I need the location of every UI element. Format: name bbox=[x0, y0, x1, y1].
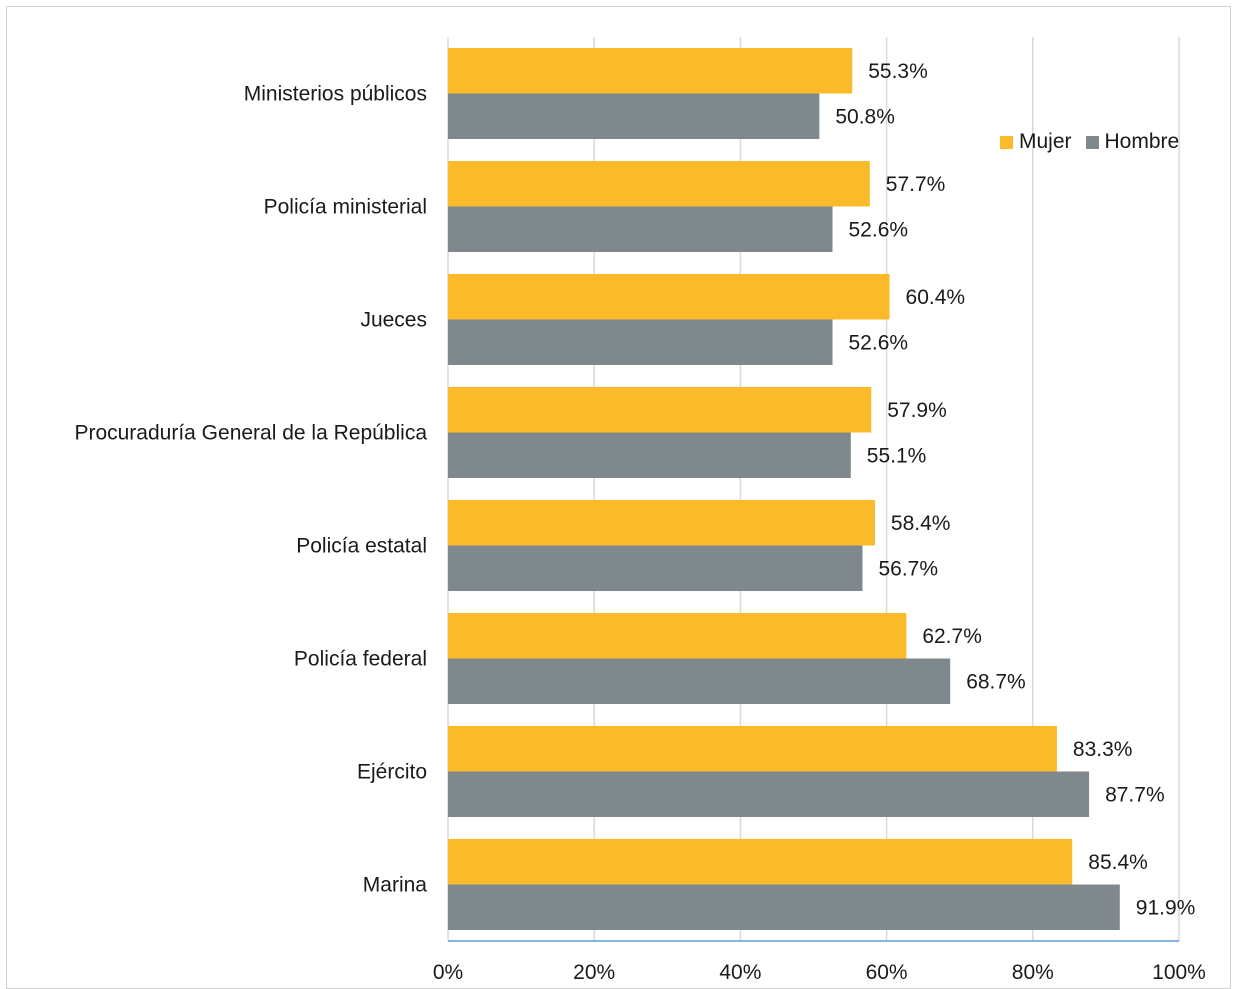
bar-hombre bbox=[448, 658, 951, 704]
data-label: 91.9% bbox=[1136, 896, 1196, 919]
data-label: 60.4% bbox=[906, 286, 966, 309]
x-tick-label: 60% bbox=[866, 961, 908, 984]
x-tick-label: 20% bbox=[573, 961, 615, 984]
data-label: 83.3% bbox=[1073, 738, 1133, 761]
bar-mujer bbox=[448, 613, 907, 659]
data-label: 52.6% bbox=[849, 218, 909, 241]
bar-mujer bbox=[448, 839, 1073, 885]
legend-swatch-mujer bbox=[1000, 135, 1013, 149]
bar-hombre bbox=[448, 545, 863, 591]
bar-hombre bbox=[448, 206, 833, 252]
legend-label-mujer: Mujer bbox=[1019, 130, 1072, 153]
category-label: Policía ministerial bbox=[264, 196, 427, 219]
x-tick-label: 40% bbox=[719, 961, 761, 984]
bar-hombre bbox=[448, 771, 1090, 817]
category-label: Procuraduría General de la República bbox=[74, 422, 427, 445]
category-label: Jueces bbox=[360, 309, 427, 332]
data-label: 87.7% bbox=[1105, 783, 1165, 806]
bar-hombre bbox=[448, 319, 833, 365]
data-label: 57.9% bbox=[887, 399, 947, 422]
x-tick-label: 100% bbox=[1152, 961, 1206, 984]
legend-label-hombre: Hombre bbox=[1104, 130, 1180, 153]
bar-mujer bbox=[448, 500, 875, 546]
category-label: Ejército bbox=[357, 761, 427, 784]
bar-hombre bbox=[448, 884, 1120, 930]
bar-mujer bbox=[448, 48, 853, 94]
bar-hombre bbox=[448, 432, 851, 478]
data-label: 62.7% bbox=[922, 625, 982, 648]
data-label: 57.7% bbox=[886, 173, 946, 196]
data-label: 55.1% bbox=[867, 444, 927, 467]
legend-item-mujer: Mujer bbox=[1000, 130, 1072, 154]
data-label: 52.6% bbox=[849, 331, 909, 354]
bar-mujer bbox=[448, 161, 870, 207]
chart-legend: Mujer Hombre bbox=[1000, 130, 1179, 154]
legend-item-hombre: Hombre bbox=[1085, 130, 1180, 154]
data-label: 85.4% bbox=[1088, 851, 1148, 874]
data-label: 55.3% bbox=[868, 60, 928, 83]
category-label: Policía estatal bbox=[296, 535, 427, 558]
bar-hombre bbox=[448, 93, 820, 139]
bar-mujer bbox=[448, 387, 872, 433]
x-tick-label: 80% bbox=[1012, 961, 1054, 984]
data-label: 68.7% bbox=[966, 670, 1026, 693]
data-label: 58.4% bbox=[891, 512, 951, 535]
data-label: 50.8% bbox=[835, 105, 895, 128]
category-label: Marina bbox=[363, 874, 428, 897]
x-tick-label: 0% bbox=[433, 961, 463, 984]
bar-mujer bbox=[448, 726, 1057, 772]
legend-swatch-hombre bbox=[1085, 135, 1099, 149]
category-label: Policía federal bbox=[294, 648, 427, 671]
bar-mujer bbox=[448, 274, 890, 320]
category-label: Ministerios públicos bbox=[244, 83, 427, 106]
data-label: 56.7% bbox=[878, 557, 938, 580]
